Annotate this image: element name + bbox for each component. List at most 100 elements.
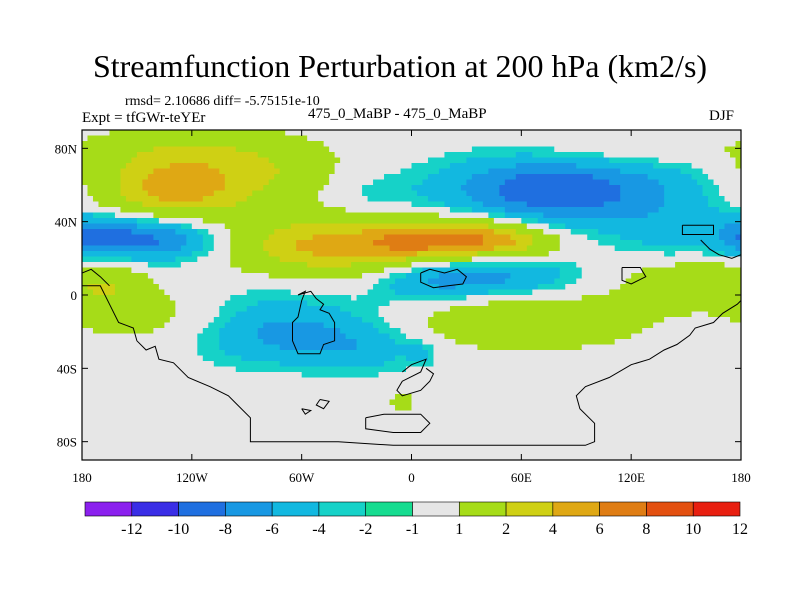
field-cell [378, 311, 435, 318]
field-cell [631, 333, 741, 340]
field-cell [548, 223, 566, 230]
field-cell [147, 262, 182, 269]
y-tick-label: 0 [71, 288, 78, 303]
field-cell [444, 333, 632, 340]
field-cell [230, 256, 281, 263]
coastline-segment [301, 408, 313, 415]
x-tick-label: 60W [289, 470, 315, 485]
field-cell [120, 185, 144, 192]
field-cell [82, 146, 154, 153]
field-cell [82, 256, 133, 263]
field-cell [257, 333, 347, 340]
field-cell [565, 284, 621, 291]
field-cell [395, 278, 429, 285]
field-cell [587, 234, 621, 241]
field-cell [82, 449, 741, 456]
stats-text: rmsd= 2.10686 diff= -5.75151e-10 [125, 94, 320, 109]
field-cell [197, 229, 209, 236]
field-cell [466, 190, 500, 197]
field-cell [257, 152, 336, 159]
field-cell [191, 223, 226, 230]
field-cell [406, 273, 440, 280]
field-cell [186, 234, 204, 241]
field-cell [395, 289, 489, 296]
field-cell [92, 328, 154, 335]
field-cell [82, 135, 89, 142]
field-cell [735, 163, 741, 170]
field-cell [131, 229, 176, 236]
coastline-segment [700, 239, 741, 259]
field-cell [504, 207, 660, 214]
field-cell [664, 185, 704, 192]
field-cell [422, 179, 468, 186]
colorbar-label: -1 [406, 521, 419, 538]
field-cell [92, 196, 127, 203]
field-cell [169, 317, 215, 324]
coastline-segment [621, 267, 647, 285]
field-cell [389, 245, 429, 252]
field-cell [406, 256, 473, 263]
field-cell [252, 190, 319, 197]
field-cell [411, 399, 741, 406]
field-cell [708, 245, 737, 252]
experiment-label: Expt = tfGWr-teYEr [82, 110, 206, 126]
field-cell [82, 432, 741, 439]
field-cell [87, 185, 122, 192]
field-cell [175, 306, 220, 313]
field-cell [730, 152, 741, 159]
chart-title: Streamfunction Perturbation at 200 hPa (… [92, 48, 708, 84]
field-cell [191, 251, 209, 258]
field-cell [169, 163, 209, 170]
field-cell [373, 240, 484, 247]
field-cell [213, 240, 231, 247]
field-cell [131, 267, 242, 274]
field-cell [268, 234, 314, 241]
field-cell [532, 240, 561, 247]
field-cell [82, 284, 89, 291]
field-cell [202, 355, 242, 362]
field-cell [82, 245, 182, 252]
field-cell [708, 201, 731, 208]
colorbar-box [646, 501, 694, 517]
field-cell [82, 344, 198, 351]
field-cell [543, 212, 649, 219]
field-cell [290, 223, 489, 230]
field-cell [219, 168, 281, 175]
field-cell [312, 251, 418, 258]
field-cell [526, 223, 550, 230]
field-cell [411, 185, 462, 192]
field-cell [153, 212, 440, 219]
field-cell [230, 245, 264, 252]
field-cell [554, 146, 726, 153]
field-cell [158, 218, 204, 225]
field-cell [307, 262, 352, 269]
field-cell [279, 168, 336, 175]
field-cell [82, 317, 171, 324]
field-cell [411, 267, 424, 274]
field-cell [164, 289, 248, 296]
field-cell [471, 174, 517, 181]
field-cell [345, 207, 451, 214]
field-cell [658, 157, 737, 164]
field-cell [362, 185, 413, 192]
field-cell [719, 185, 741, 192]
field-cell [323, 185, 363, 192]
field-cell [208, 163, 275, 170]
field-cell [153, 146, 237, 153]
field-cell [158, 240, 187, 247]
field-cell [427, 245, 495, 252]
field-cell [224, 179, 270, 186]
field-cell [493, 218, 522, 225]
field-cell [153, 234, 187, 241]
field-cell [82, 339, 198, 346]
field-cell [724, 223, 741, 230]
field-cell [493, 245, 528, 252]
field-cell [224, 174, 275, 181]
field-cell [82, 240, 160, 247]
field-cell [175, 229, 198, 236]
field-cell [620, 234, 720, 241]
field-cell [274, 229, 363, 236]
colorbar-label: -12 [121, 521, 142, 538]
field-cell [427, 317, 665, 324]
field-cell [438, 284, 457, 291]
